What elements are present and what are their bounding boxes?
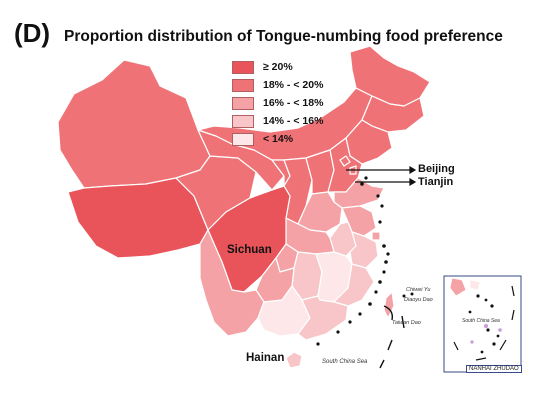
diaoyu-dao-label: Diaoyu Dao (404, 297, 433, 303)
region-hainan (285, 351, 303, 369)
legend-row: 16% - < 18% (232, 94, 323, 112)
legend-swatch (232, 78, 254, 92)
south-china-sea-label: South China Sea (322, 359, 368, 365)
region-tibet (67, 177, 209, 259)
inset-sea-label: South China Sea (462, 318, 500, 324)
legend-swatch (232, 60, 254, 74)
hainan-label: Hainan (246, 352, 285, 364)
beijing-label: Beijing (418, 163, 455, 175)
region-fujian (333, 263, 375, 307)
legend-row: 14% - < 16% (232, 112, 323, 130)
sichuan-label: Sichuan (227, 244, 272, 256)
region-qinghai (175, 155, 257, 231)
map-title: Proportion distribution of Tongue-numbin… (64, 28, 503, 45)
legend-swatch (232, 114, 254, 128)
legend-label: 14% - < 16% (263, 115, 324, 127)
maritime-boundary (379, 305, 405, 369)
legend-label: < 14% (263, 133, 294, 145)
legend-swatch (232, 132, 254, 146)
inset-map (449, 277, 515, 361)
legend-row: 18% - < 20% (232, 76, 323, 94)
inset-title: NANHAI ZHUDAO (466, 365, 522, 373)
island-dots (316, 176, 414, 346)
tianjin-arrowhead (409, 177, 417, 187)
chiwei-yu-label: Chiwei Yu (406, 287, 431, 293)
legend: ≥ 20% 18% - < 20% 16% - < 18% 14% - < 16… (232, 58, 323, 148)
legend-label: ≥ 20% (263, 61, 293, 73)
beijing-arrowhead (409, 165, 417, 175)
legend-row: < 14% (232, 130, 323, 148)
region-guangdong (297, 295, 349, 341)
panel-letter: (D) (14, 18, 51, 48)
taiwan-dao-label: Taiwan Dao (392, 320, 421, 326)
legend-label: 18% - < 20% (263, 79, 324, 91)
legend-row: ≥ 20% (232, 58, 323, 76)
region-shanghai (371, 231, 381, 241)
region-beijing (339, 155, 351, 167)
legend-label: 16% - < 18% (263, 97, 324, 109)
legend-swatch (232, 96, 254, 110)
tianjin-label: Tianjin (418, 176, 454, 188)
region-xinjiang (57, 59, 211, 189)
